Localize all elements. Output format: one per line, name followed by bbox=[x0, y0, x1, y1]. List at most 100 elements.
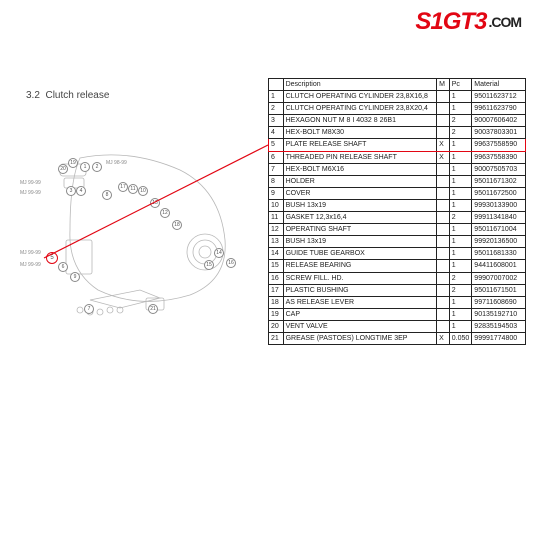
cell-idx: 17 bbox=[269, 284, 284, 296]
cell-m bbox=[437, 284, 450, 296]
cell-mat: 92835194503 bbox=[472, 320, 526, 332]
cell-idx: 5 bbox=[269, 139, 284, 151]
cell-m: X bbox=[437, 332, 450, 344]
table-row: 4HEX-BOLT M8X30290037803301 bbox=[269, 127, 526, 139]
cell-desc: AS RELEASE LEVER bbox=[283, 296, 437, 308]
col-pc: Pc bbox=[449, 79, 472, 91]
cell-mat: 94411608001 bbox=[472, 260, 526, 272]
cell-desc: HEXAGON NUT M 8 I 4032 8 26B1 bbox=[283, 115, 437, 127]
cell-m bbox=[437, 163, 450, 175]
cell-idx: 8 bbox=[269, 175, 284, 187]
cell-mat: 95011671302 bbox=[472, 175, 526, 187]
cell-m bbox=[437, 260, 450, 272]
cell-mat: 99711608690 bbox=[472, 296, 526, 308]
cell-pc: 1 bbox=[449, 199, 472, 211]
cell-idx: 4 bbox=[269, 127, 284, 139]
table-row: 12OPERATING SHAFT195011671004 bbox=[269, 224, 526, 236]
table-row: 19CAP 190135192710 bbox=[269, 308, 526, 320]
cell-desc: GASKET 12,3x16,4 bbox=[283, 212, 437, 224]
cell-mat: 95011623712 bbox=[472, 91, 526, 103]
cell-idx: 18 bbox=[269, 296, 284, 308]
cell-mat: 90007505703 bbox=[472, 163, 526, 175]
cell-pc: 1 bbox=[449, 139, 472, 151]
cell-desc: CLUTCH OPERATING CYLINDER 23,8X16,8 bbox=[283, 91, 437, 103]
cell-mat: 95011681330 bbox=[472, 248, 526, 260]
table-row: 6THREADED PIN RELEASE SHAFTX199637558390 bbox=[269, 151, 526, 163]
table-row: 5PLATE RELEASE SHAFTX199637558590 bbox=[269, 139, 526, 151]
cell-desc: COVER bbox=[283, 187, 437, 199]
cell-pc: 1 bbox=[449, 248, 472, 260]
cell-pc: 1 bbox=[449, 151, 472, 163]
cell-pc: 1 bbox=[449, 260, 472, 272]
table-row: 18AS RELEASE LEVER199711608690 bbox=[269, 296, 526, 308]
cell-desc: HEX-BOLT M6X16 bbox=[283, 163, 437, 175]
cell-desc: OPERATING SHAFT bbox=[283, 224, 437, 236]
cell-mat: 99637558590 bbox=[472, 139, 526, 151]
cell-pc: 2 bbox=[449, 127, 472, 139]
cell-pc: 2 bbox=[449, 272, 472, 284]
cell-idx: 13 bbox=[269, 236, 284, 248]
cell-desc: BUSH 13x19 bbox=[283, 236, 437, 248]
cell-idx: 2 bbox=[269, 103, 284, 115]
table-row: 1CLUTCH OPERATING CYLINDER 23,8X16,81950… bbox=[269, 91, 526, 103]
cell-idx: 1 bbox=[269, 91, 284, 103]
cell-pc: 1 bbox=[449, 224, 472, 236]
table-row: 11GASKET 12,3x16,4299911341840 bbox=[269, 212, 526, 224]
cell-mat: 99611623790 bbox=[472, 103, 526, 115]
cell-m: X bbox=[437, 151, 450, 163]
cell-desc: CAP bbox=[283, 308, 437, 320]
col-description: Description bbox=[283, 79, 437, 91]
cell-m bbox=[437, 236, 450, 248]
col-m: M bbox=[437, 79, 450, 91]
table-row: 8HOLDER 195011671302 bbox=[269, 175, 526, 187]
cell-desc: PLATE RELEASE SHAFT bbox=[283, 139, 437, 151]
cell-desc: PLASTIC BUSHING bbox=[283, 284, 437, 296]
col-index bbox=[269, 79, 284, 91]
cell-m bbox=[437, 175, 450, 187]
cell-pc: 2 bbox=[449, 115, 472, 127]
cell-pc: 1 bbox=[449, 320, 472, 332]
cell-m bbox=[437, 212, 450, 224]
table-row: 10BUSH 13x19199930133900 bbox=[269, 199, 526, 211]
cell-desc: HOLDER bbox=[283, 175, 437, 187]
cell-pc: 1 bbox=[449, 91, 472, 103]
table-row: 9COVER195011672500 bbox=[269, 187, 526, 199]
cell-m bbox=[437, 320, 450, 332]
parts-table: Description M Pc Material 1CLUTCH OPERAT… bbox=[268, 78, 526, 345]
cell-idx: 6 bbox=[269, 151, 284, 163]
cell-m bbox=[437, 127, 450, 139]
cell-mat: 95011672500 bbox=[472, 187, 526, 199]
table-row: 7HEX-BOLT M6X16190007505703 bbox=[269, 163, 526, 175]
cell-pc: 1 bbox=[449, 236, 472, 248]
cell-m bbox=[437, 103, 450, 115]
cell-mat: 90135192710 bbox=[472, 308, 526, 320]
cell-idx: 11 bbox=[269, 212, 284, 224]
cell-idx: 20 bbox=[269, 320, 284, 332]
cell-mat: 99637558390 bbox=[472, 151, 526, 163]
cell-idx: 14 bbox=[269, 248, 284, 260]
table-row: 15RELEASE BEARING194411608001 bbox=[269, 260, 526, 272]
cell-pc: 2 bbox=[449, 284, 472, 296]
cell-m bbox=[437, 248, 450, 260]
cell-pc: 1 bbox=[449, 308, 472, 320]
table-row: 21GREASE (PASTOES) LONGTIME 3EPX0.050999… bbox=[269, 332, 526, 344]
page-root: { "logo":{"brand":"S1GT3","suffix":".COM… bbox=[0, 0, 533, 533]
table-row: 3HEXAGON NUT M 8 I 4032 8 26B12900076064… bbox=[269, 115, 526, 127]
cell-m bbox=[437, 91, 450, 103]
cell-mat: 99920136500 bbox=[472, 236, 526, 248]
cell-desc: CLUTCH OPERATING CYLINDER 23,8X20,4 bbox=[283, 103, 437, 115]
table-row: 16SCREW FILL. HD.299907007002 bbox=[269, 272, 526, 284]
cell-mat: 99991774800 bbox=[472, 332, 526, 344]
table-row: 13BUSH 13x19 199920136500 bbox=[269, 236, 526, 248]
table-row: 17PLASTIC BUSHING295011671501 bbox=[269, 284, 526, 296]
cell-m bbox=[437, 272, 450, 284]
cell-idx: 7 bbox=[269, 163, 284, 175]
cell-desc: HEX-BOLT M8X30 bbox=[283, 127, 437, 139]
table-row: 20VENT VALVE192835194503 bbox=[269, 320, 526, 332]
cell-pc: 1 bbox=[449, 175, 472, 187]
cell-idx: 19 bbox=[269, 308, 284, 320]
cell-idx: 12 bbox=[269, 224, 284, 236]
cell-pc: 2 bbox=[449, 212, 472, 224]
cell-idx: 21 bbox=[269, 332, 284, 344]
cell-pc: 1 bbox=[449, 103, 472, 115]
